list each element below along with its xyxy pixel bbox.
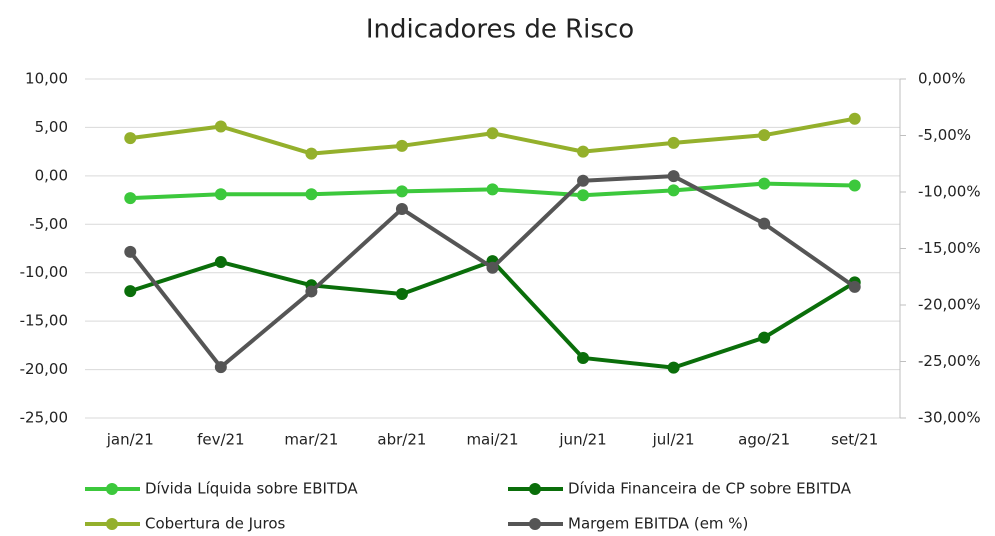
data-point [758,217,771,230]
data-point [124,245,137,258]
data-point [667,136,680,149]
data-point [577,351,590,364]
y2-tick-label: 0,00% [918,70,966,88]
data-point [667,170,680,183]
x-tick-label: jan/21 [106,431,154,449]
data-point [577,174,590,187]
y2-tick-label: -20,00% [918,296,981,314]
x-tick-label: set/21 [831,431,878,449]
x-tick-label: ago/21 [738,431,790,449]
data-point [848,112,861,125]
x-tick-label: mar/21 [284,431,338,449]
legend-label: Margem EBITDA (em %) [568,515,748,533]
data-point [124,132,137,145]
data-point [486,127,499,140]
y2-tick-label: -30,00% [918,409,981,427]
y-tick-label: -25,00 [20,409,68,427]
data-point [486,183,499,196]
data-point [848,179,861,192]
data-point [758,331,771,344]
data-point [395,139,408,152]
x-tick-label: fev/21 [197,431,245,449]
data-point [395,288,408,301]
data-point [305,147,318,160]
y-tick-label: 0,00 [35,166,68,184]
data-point [124,285,137,298]
x-tick-label: jul/21 [652,431,695,449]
legend-marker [106,483,118,495]
x-tick-label: abr/21 [377,431,426,449]
y-tick-label: -20,00 [20,360,68,378]
y2-tick-label: -10,00% [918,183,981,201]
legend-marker [529,518,541,530]
data-point [305,188,318,201]
data-point [214,256,227,269]
data-point [667,361,680,374]
y2-tick-label: -15,00% [918,239,981,257]
legend-label: Dívida Financeira de CP sobre EBITDA [568,480,852,498]
data-point [667,184,680,197]
data-point [214,361,227,374]
data-point [758,177,771,190]
legend-marker [106,518,118,530]
y2-tick-label: -25,00% [918,352,981,370]
x-tick-label: jun/21 [558,431,606,449]
y-tick-label: 10,00 [25,70,68,88]
chart-title: Indicadores de Risco [366,15,634,45]
y-tick-label: -10,00 [20,263,68,281]
y-tick-label: -15,00 [20,312,68,330]
data-point [577,145,590,158]
data-point [395,202,408,215]
x-tick-label: mai/21 [466,431,518,449]
data-point [848,280,861,293]
legend-label: Cobertura de Juros [145,515,286,533]
data-point [577,189,590,202]
data-point [395,185,408,198]
y-tick-label: 5,00 [35,118,68,136]
y2-tick-label: -5,00% [918,126,971,144]
data-point [305,285,318,298]
y-tick-label: -5,00 [29,215,68,233]
data-point [214,188,227,201]
data-point [124,192,137,205]
legend-marker [529,483,541,495]
legend-label: Dívida Líquida sobre EBITDA [145,480,358,498]
data-point [486,261,499,274]
data-point [214,120,227,133]
data-point [758,129,771,142]
